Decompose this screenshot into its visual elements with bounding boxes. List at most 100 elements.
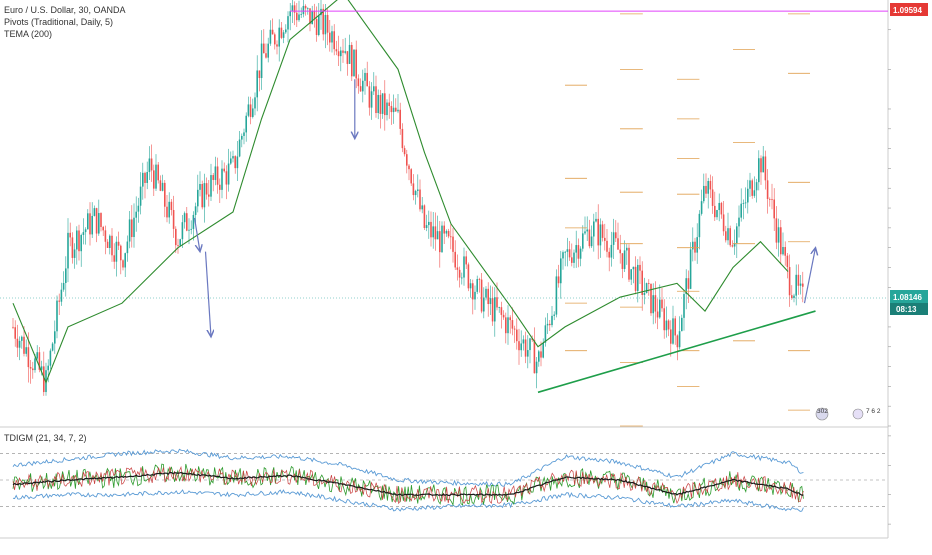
candle-body [348,44,351,64]
candle-body [766,180,769,199]
candle-body [157,164,159,181]
candle-body [450,236,452,238]
candle-body [241,135,243,140]
candle-body [584,231,586,234]
candle-body [223,168,225,172]
candle-body [454,251,456,268]
candle-body [707,180,709,194]
candle-body [562,252,564,259]
economic-event-icon[interactable] [852,408,864,420]
candle-body [280,27,283,38]
candle-body [315,18,318,35]
candle-body [115,241,118,262]
candle-body [73,249,76,258]
candle-body [186,213,188,231]
candle-body [784,247,786,256]
candle-body [65,268,67,283]
candle-body [203,183,206,208]
candle-body [676,335,679,348]
candle-body [795,274,797,296]
candle-body [113,255,115,262]
candle-body [661,299,663,309]
candle-body [491,298,494,322]
candle-body [333,31,335,50]
candle-body [458,269,461,278]
annotation-arrow [193,217,201,252]
candle-body [749,180,751,189]
candle-body [513,328,516,330]
candle-body [47,365,49,371]
candle-body [406,154,408,166]
candle-body [331,31,333,43]
candle-body [403,148,406,155]
candle-body [58,300,60,302]
candle-body [434,226,437,240]
candle-body [164,182,166,207]
candle-body [172,210,175,229]
candle-body [263,43,265,54]
candle-body [302,5,305,15]
candle-body [269,29,272,44]
us-flag-event-icon[interactable] [815,407,829,421]
candle-body [267,43,269,58]
legend-indicator: TDIGM (21, 34, 7, 2) [4,433,87,443]
candle-body [159,180,162,191]
candle-body [601,224,604,238]
candle-body [27,347,30,368]
candle-body [100,213,102,227]
candle-body [212,175,214,180]
candle-body [408,165,410,170]
candle-body [797,274,800,286]
candle-body [29,367,32,369]
candle-body [775,218,778,243]
candle-body [179,239,181,246]
candle-body [694,241,696,253]
candle-body [357,78,360,87]
candle-body [452,236,454,252]
candle-body [769,198,771,200]
candle-body [656,311,659,318]
candle-body [388,102,390,106]
candle-body [626,247,628,251]
candle-body [483,297,485,312]
candle-body [260,43,263,79]
candle-body [320,8,322,16]
candle-body [643,292,646,295]
candle-body [617,238,619,250]
candle-body [551,315,553,326]
candle-body [494,297,496,322]
candle-body [170,201,173,211]
candle-body [14,327,16,339]
candle-body [236,156,239,169]
candle-body [747,188,749,203]
candle-body [698,213,701,238]
candle-body [25,347,27,354]
candle-body [412,183,415,196]
candle-body [432,226,434,238]
candle-body [608,251,610,258]
candle-body [780,227,782,255]
candle-body [326,14,329,33]
candle-body [467,264,470,289]
candle-body [373,86,375,92]
candle-body [364,72,366,81]
candle-body [177,245,179,246]
candle-body [71,237,74,258]
candle-body [335,49,338,52]
annotation-arrow [803,248,816,304]
candle-body [38,352,41,370]
candle-body [439,231,441,253]
candle-body [84,229,87,233]
candle-body [410,169,412,184]
candle-body [392,107,395,113]
candle-body [529,338,531,351]
candle-body [538,351,540,362]
candle-body [274,34,276,45]
candle-body [557,276,560,284]
candle-body [23,336,25,354]
candle-body [201,184,203,208]
candle-body [238,139,241,157]
